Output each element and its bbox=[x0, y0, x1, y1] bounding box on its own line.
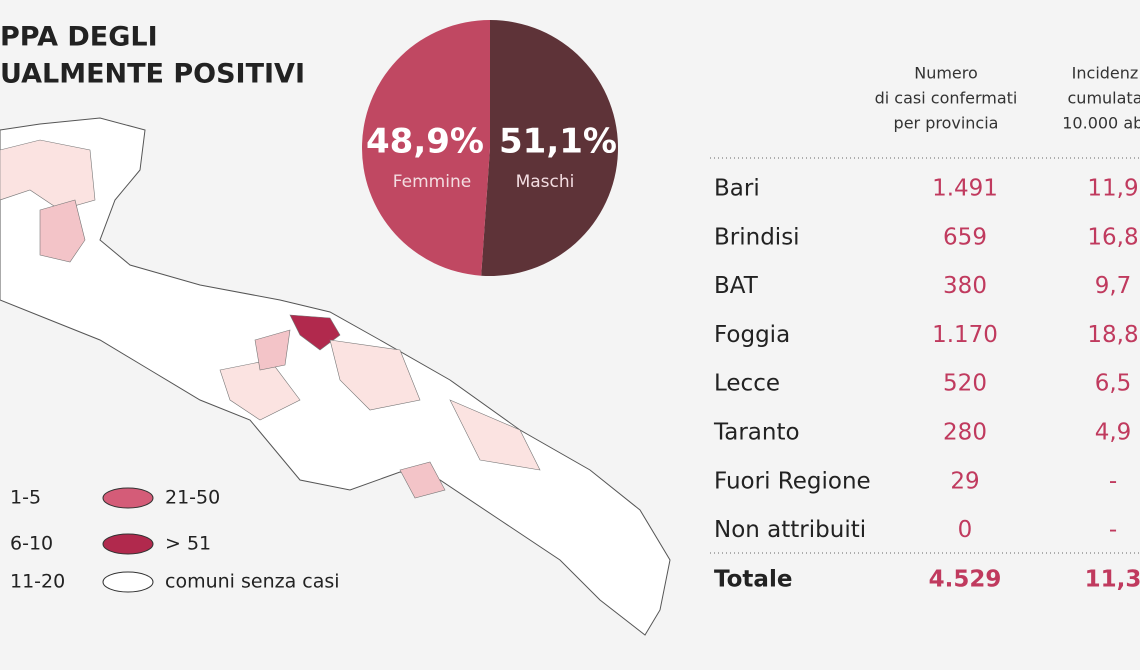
cell: 659 bbox=[943, 224, 987, 250]
area-high bbox=[289, 314, 341, 351]
value-label: 51,1% bbox=[499, 122, 617, 162]
pie-slice bbox=[362, 20, 490, 276]
cell: 520 bbox=[943, 371, 987, 397]
row-label: Non attribuiti bbox=[714, 517, 866, 543]
cell: 380 bbox=[943, 273, 987, 299]
category-label: Maschi bbox=[516, 172, 575, 192]
cell: 1.170 bbox=[932, 322, 998, 348]
legend-label: comuni senza casi bbox=[165, 571, 340, 593]
legend-swatch bbox=[102, 533, 154, 555]
cell: 11,9 bbox=[1087, 176, 1138, 202]
area-mid bbox=[254, 329, 291, 371]
area-low bbox=[449, 399, 541, 471]
cell: 16,8 bbox=[1087, 224, 1138, 250]
row-label: BAT bbox=[714, 273, 759, 299]
cell: 18,8 bbox=[1087, 322, 1138, 348]
cell: 9,7 bbox=[1095, 273, 1132, 299]
cell: - bbox=[1109, 468, 1117, 494]
legend-label: > 51 bbox=[165, 533, 211, 555]
area-mid bbox=[399, 461, 446, 499]
total-cell: 11,3 bbox=[1085, 567, 1140, 593]
legend-label: 1-5 bbox=[10, 487, 41, 509]
column-header: Incidenz bbox=[1072, 64, 1139, 83]
cell: 0 bbox=[958, 517, 973, 543]
title: PPA DEGLI bbox=[0, 22, 158, 53]
map bbox=[0, 117, 671, 636]
column-header: per provincia bbox=[894, 114, 999, 133]
row-label: Brindisi bbox=[714, 224, 800, 250]
legend-swatch bbox=[102, 571, 154, 593]
cell: 29 bbox=[950, 468, 979, 494]
legend-label: 11-20 bbox=[10, 571, 65, 593]
value-label: 48,9% bbox=[366, 122, 484, 162]
total-label: Totale bbox=[714, 567, 792, 593]
row-label: Foggia bbox=[714, 322, 790, 348]
title: UALMENTE POSITIVI bbox=[0, 59, 305, 90]
legend-label: 21-50 bbox=[165, 487, 220, 509]
area-low bbox=[329, 339, 421, 411]
column-header: 10.000 abi bbox=[1062, 114, 1140, 133]
region-outline bbox=[0, 117, 671, 636]
column-header: Numero bbox=[914, 64, 978, 83]
cell: 6,5 bbox=[1095, 371, 1132, 397]
column-header: cumulata bbox=[1068, 89, 1140, 108]
pie-slice bbox=[481, 20, 619, 276]
cell: - bbox=[1109, 517, 1117, 543]
legend-swatch bbox=[102, 487, 154, 509]
row-label: Fuori Regione bbox=[714, 468, 871, 494]
total-cell: 4.529 bbox=[929, 567, 1002, 593]
cell: 4,9 bbox=[1095, 420, 1132, 446]
row-label: Taranto bbox=[713, 420, 800, 446]
area-mid bbox=[39, 199, 86, 263]
row-label: Lecce bbox=[714, 371, 780, 397]
row-label: Bari bbox=[714, 176, 760, 202]
area-low bbox=[0, 139, 96, 211]
legend-label: 6-10 bbox=[10, 533, 53, 555]
cell: 1.491 bbox=[932, 176, 998, 202]
cell: 280 bbox=[943, 420, 987, 446]
category-label: Femmine bbox=[393, 172, 471, 192]
column-header: di casi confermati bbox=[875, 89, 1018, 108]
